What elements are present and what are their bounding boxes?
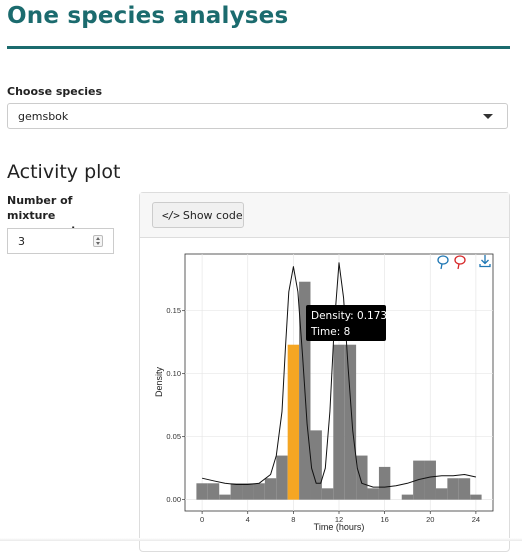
y-tick-label: 0.05 [166, 432, 181, 441]
histogram-bar[interactable] [321, 488, 334, 500]
x-tick-label: 24 [472, 515, 480, 524]
activity-plot-heading: Activity plot [7, 161, 121, 183]
show-code-label: Show code [182, 208, 243, 222]
histogram-bar[interactable] [378, 466, 391, 500]
plot-axes: 0 4 8 12 16 20 24 0.00 0.05 0.10 0.15 [166, 306, 480, 524]
hover-tooltip: Density: 0.173 Time: 8 [306, 305, 388, 341]
histogram-bar[interactable] [207, 483, 220, 500]
histogram-bar[interactable] [333, 344, 345, 500]
y-tick-label: 0.00 [166, 495, 181, 504]
histogram-bar[interactable] [344, 344, 357, 500]
x-axis-label: Time (hours) [314, 522, 365, 532]
histogram-bar[interactable] [230, 483, 243, 500]
density-curve-group [201, 262, 477, 488]
activity-chart: 0 4 8 12 16 20 24 0.00 0.05 0.10 0.15 Time (hours)… [154, 253, 494, 532]
histogram-bar[interactable] [253, 483, 265, 500]
code-icon: </> [162, 208, 180, 222]
histogram-bar[interactable] [196, 483, 208, 500]
show-code-button[interactable]: </> Show code [152, 202, 244, 228]
histogram-bar[interactable] [310, 430, 322, 500]
y-axis-label: Density [154, 366, 164, 397]
chevron-down-icon[interactable] [483, 114, 493, 119]
histogram-bar[interactable] [424, 460, 436, 500]
histogram-bar[interactable] [413, 460, 425, 500]
x-tick-label: 0 [200, 515, 204, 524]
histogram-bar[interactable] [447, 478, 459, 500]
components-input[interactable]: 3 [7, 228, 114, 254]
components-value: 3 [18, 235, 25, 248]
page-title: One species analyses [7, 3, 289, 29]
histogram-bar[interactable] [242, 483, 254, 500]
species-label: Choose species [7, 85, 103, 98]
x-tick-label: 8 [291, 515, 295, 524]
histogram-bar[interactable] [276, 455, 288, 500]
x-tick-label: 16 [380, 515, 388, 524]
page-bottom-edge [0, 538, 522, 541]
title-divider [7, 46, 510, 49]
y-tick-label: 0.15 [166, 306, 181, 315]
lasso-select-icon[interactable] [437, 255, 449, 270]
tooltip-density: Density: 0.173 [311, 310, 388, 322]
histogram-bar[interactable] [367, 488, 379, 500]
number-spinner[interactable] [93, 235, 103, 247]
species-select[interactable]: gemsbok [7, 103, 508, 129]
histogram-bar[interactable] [264, 478, 277, 500]
tooltip-time: Time: 8 [311, 326, 351, 338]
histogram-bar[interactable] [458, 478, 471, 500]
histogram-bar[interactable] [470, 494, 482, 500]
x-tick-label: 20 [426, 515, 434, 524]
histogram-bar[interactable] [435, 488, 448, 500]
x-tick-label: 12 [335, 515, 343, 524]
histogram-bar[interactable] [401, 494, 414, 500]
histogram-bar[interactable] [356, 455, 368, 500]
plot-card-header: </> Show code [140, 193, 509, 238]
species-select-value: gemsbok [18, 110, 69, 123]
lasso-deselect-icon[interactable] [454, 255, 466, 270]
histogram-bar-highlighted[interactable] [287, 344, 300, 500]
x-tick-label: 4 [246, 515, 250, 524]
histogram-bar[interactable] [219, 494, 231, 500]
y-tick-label: 0.10 [166, 369, 181, 378]
density-curve [201, 262, 477, 488]
download-icon[interactable] [479, 255, 491, 268]
